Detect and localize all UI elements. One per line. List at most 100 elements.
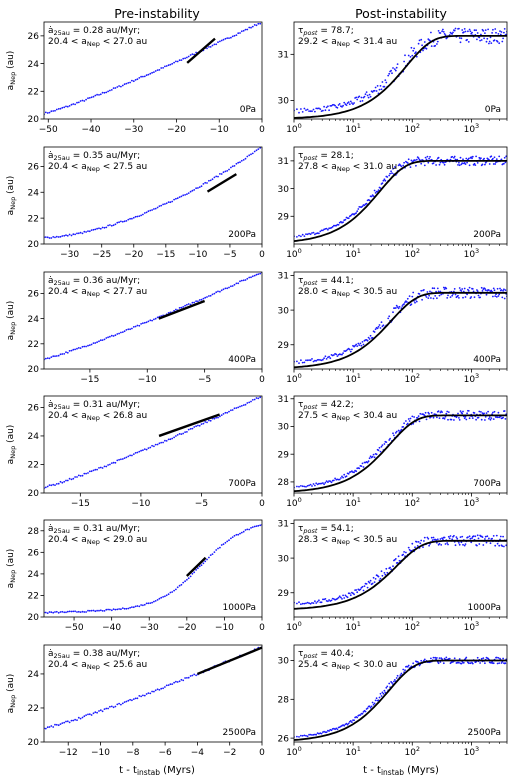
data-point	[120, 220, 122, 223]
data-point	[384, 79, 387, 81]
data-point	[336, 728, 339, 731]
data-point	[365, 91, 368, 93]
data-point	[46, 485, 49, 488]
data-point	[404, 669, 406, 672]
data-point	[377, 325, 380, 328]
data-point	[121, 84, 124, 87]
data-point	[454, 27, 457, 30]
y-tick-label: 22	[28, 214, 39, 224]
data-point	[251, 526, 254, 528]
data-point	[178, 433, 181, 435]
data-point	[224, 37, 227, 40]
data-point	[498, 662, 501, 664]
data-point	[186, 677, 188, 679]
data-point	[230, 166, 232, 169]
data-point	[204, 560, 207, 563]
data-point	[180, 583, 183, 586]
y-tick-label: 30	[278, 657, 290, 667]
data-point	[101, 339, 104, 341]
data-point	[341, 353, 343, 356]
data-point	[495, 158, 498, 161]
data-point	[116, 459, 119, 462]
data-point	[330, 226, 333, 229]
data-point	[92, 609, 95, 612]
data-point	[423, 164, 426, 167]
data-point	[324, 109, 327, 112]
data-point	[436, 657, 438, 659]
data-point	[356, 716, 359, 719]
data-point	[470, 541, 473, 544]
data-point	[445, 656, 448, 659]
data-point	[250, 400, 252, 403]
data-point	[434, 656, 437, 659]
data-point	[458, 661, 460, 664]
data-point	[187, 192, 190, 195]
data-point	[504, 662, 507, 665]
data-point	[220, 173, 223, 175]
panel-pressure-label: 200Pa	[473, 230, 501, 240]
annotation-range: 20.4 < aNep < 27.5 au	[48, 162, 147, 173]
data-point	[453, 657, 456, 660]
data-point	[298, 485, 300, 488]
data-point	[413, 47, 415, 50]
data-point	[501, 40, 504, 43]
data-point	[132, 326, 135, 328]
data-point	[391, 72, 393, 75]
data-point	[76, 347, 78, 350]
data-point	[158, 689, 161, 691]
data-point	[257, 273, 260, 275]
annotation-rate: τpost = 54.1;	[298, 524, 354, 535]
data-point	[495, 31, 497, 34]
data-point	[361, 712, 364, 715]
data-point	[503, 288, 505, 291]
column-title-pre: Pre-instability	[114, 6, 200, 21]
data-point	[94, 342, 97, 344]
data-point	[429, 39, 431, 42]
x-tick-label: 103	[464, 247, 480, 260]
data-point	[164, 203, 166, 205]
data-point	[132, 453, 135, 455]
data-point	[503, 162, 505, 165]
data-point	[363, 585, 366, 587]
data-point	[483, 157, 485, 160]
data-point	[178, 680, 181, 683]
data-point	[112, 335, 115, 337]
data-point	[87, 472, 89, 474]
data-point	[121, 220, 124, 223]
x-tick-label: −8	[126, 748, 140, 758]
data-point	[378, 696, 381, 699]
data-point	[461, 162, 464, 165]
data-point	[162, 687, 165, 690]
data-point	[372, 576, 375, 579]
data-point	[52, 236, 55, 238]
y-tick-label: 22	[28, 461, 39, 471]
data-point	[134, 325, 137, 328]
data-point	[495, 293, 497, 296]
data-point	[477, 537, 480, 540]
data-point	[500, 662, 503, 664]
data-point	[319, 108, 322, 110]
data-point	[338, 595, 341, 598]
data-point	[318, 599, 320, 602]
data-point	[336, 597, 339, 600]
data-point	[129, 328, 132, 331]
data-point	[461, 288, 464, 290]
data-point	[94, 468, 97, 471]
data-point	[355, 589, 358, 591]
data-point	[488, 40, 491, 43]
data-point	[471, 288, 474, 290]
data-point	[367, 336, 370, 339]
data-point	[77, 347, 80, 349]
x-tick-label: 100	[286, 496, 302, 509]
data-point	[142, 694, 144, 697]
data-point	[371, 455, 374, 458]
data-point	[149, 209, 152, 212]
data-point	[164, 595, 166, 598]
data-point	[142, 604, 144, 607]
data-point	[411, 54, 414, 57]
data-point	[151, 444, 154, 447]
data-point	[184, 677, 187, 679]
data-point	[189, 675, 192, 677]
linear-fit-line	[196, 646, 263, 676]
data-point	[330, 481, 333, 484]
